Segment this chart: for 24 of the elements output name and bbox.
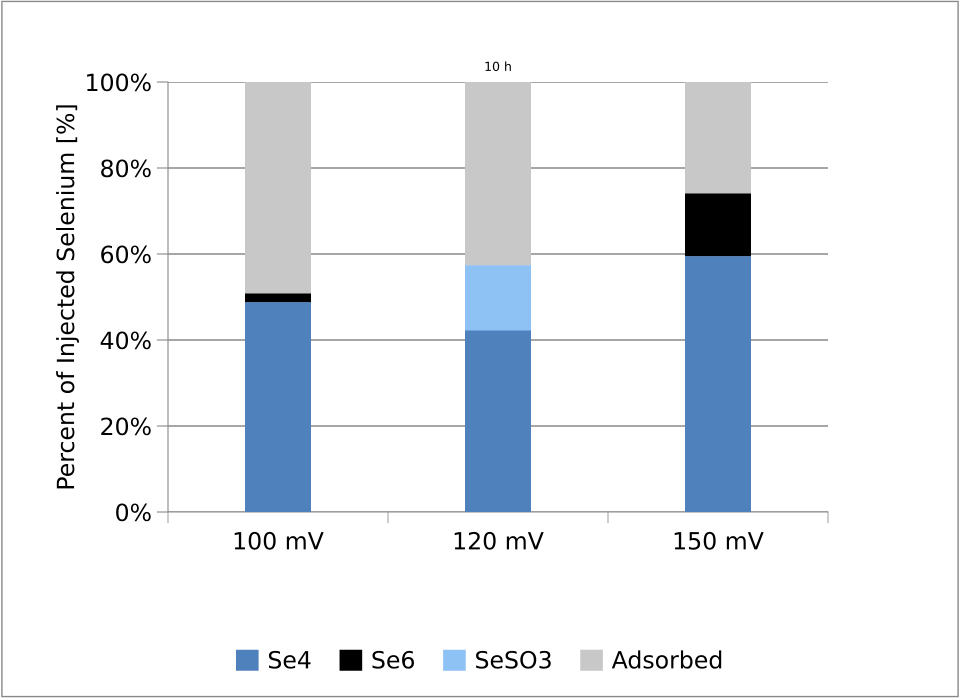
bar (685, 193, 751, 256)
legend-label: Se4 (268, 650, 311, 669)
x-tick-label: 100 mV (234, 532, 324, 550)
legend-label: Adsorbed (612, 650, 722, 669)
bar (465, 265, 531, 331)
y-axis-title: Percent of Injected Selenium [%] (56, 105, 79, 488)
bar (245, 302, 311, 512)
y-tick-label: 100% (87, 73, 151, 92)
legend-label: SeSO3 (476, 650, 551, 669)
legend-label: Se6 (372, 650, 414, 669)
bar (245, 82, 311, 294)
bar (465, 82, 531, 266)
y-tick-label: 20% (101, 417, 151, 436)
y-tick-label: 40% (100, 331, 151, 350)
chart-title: 10 h (485, 61, 511, 72)
y-tick-label: 80% (101, 159, 151, 178)
x-tick-label: 120 mV (454, 532, 544, 550)
bar (685, 256, 751, 512)
y-tick-label: 0% (116, 503, 151, 522)
x-tick-label: 150 mV (674, 532, 764, 550)
bar (465, 330, 531, 512)
bar (245, 294, 311, 302)
y-tick-label: 60% (101, 245, 151, 264)
bar (685, 82, 751, 194)
